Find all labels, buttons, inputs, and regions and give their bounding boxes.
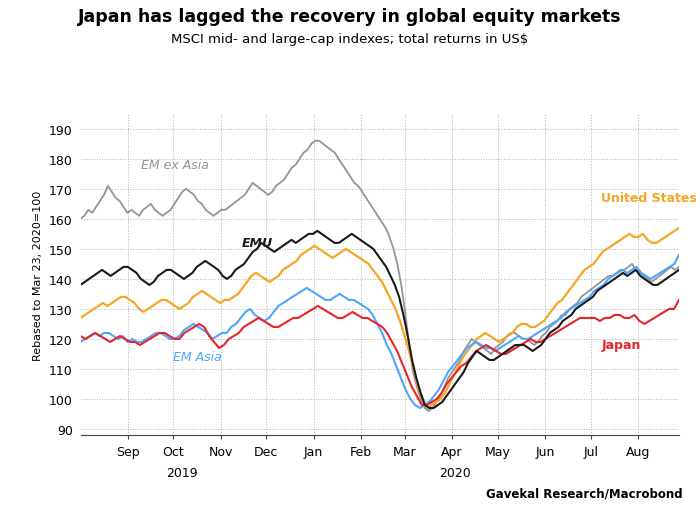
Text: EM Asia: EM Asia <box>174 350 222 363</box>
Text: 2019: 2019 <box>166 466 198 478</box>
Text: MSCI mid- and large-cap indexes; total returns in US$: MSCI mid- and large-cap indexes; total r… <box>172 33 528 46</box>
Y-axis label: Rebased to Mar 23, 2020=100: Rebased to Mar 23, 2020=100 <box>34 190 43 360</box>
Text: Japan: Japan <box>601 338 640 351</box>
Text: EM ex Asia: EM ex Asia <box>141 158 209 172</box>
Text: 2020: 2020 <box>439 466 471 478</box>
Text: Japan has lagged the recovery in global equity markets: Japan has lagged the recovery in global … <box>78 8 622 25</box>
Text: EMU: EMU <box>242 236 273 249</box>
Text: Gavekal Research/Macrobond: Gavekal Research/Macrobond <box>486 487 682 500</box>
Text: United States: United States <box>601 191 697 205</box>
